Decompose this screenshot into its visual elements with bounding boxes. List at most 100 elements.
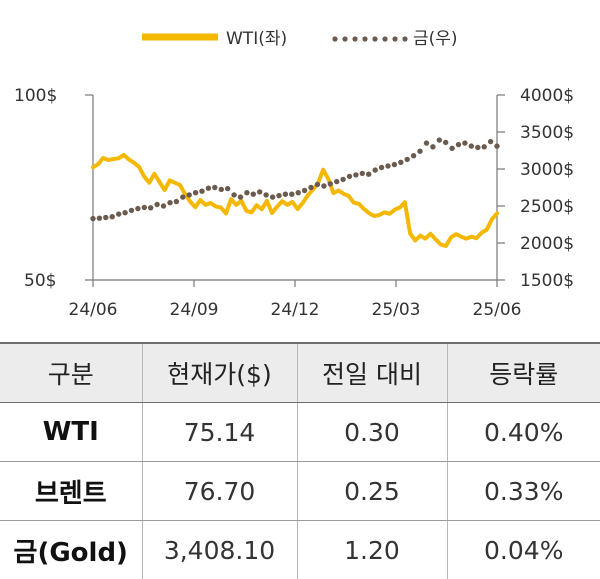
- x-tick-marks: [93, 280, 497, 287]
- x-tick-label: 24/12: [271, 300, 320, 320]
- series-point-gold: [469, 143, 474, 148]
- table-row: WTI 75.14 0.30 0.40%: [0, 403, 600, 462]
- right-tick-label: 1500$: [520, 271, 574, 291]
- row-label: 브렌트: [0, 462, 142, 521]
- series-point-gold: [443, 140, 448, 145]
- series-point-gold: [398, 160, 403, 165]
- legend-gold-dot: [402, 36, 407, 41]
- cell-price: 75.14: [142, 403, 297, 462]
- x-tick-label: 24/09: [170, 300, 219, 320]
- series-point-gold: [334, 179, 339, 184]
- left-tick-labels: 100$ 50$: [14, 86, 57, 291]
- series-point-gold: [225, 186, 230, 191]
- series-point-gold: [411, 153, 416, 158]
- price-table: 구분 현재가($) 전일 대비 등락률 WTI 75.14 0.30 0.40%…: [0, 342, 600, 579]
- series-point-gold: [417, 149, 422, 154]
- cell-rate: 0.33%: [447, 462, 600, 521]
- legend-gold-swatch: [332, 36, 407, 41]
- cell-change: 0.30: [297, 403, 447, 462]
- series-point-gold: [379, 165, 384, 170]
- legend: WTI(좌) 금(우): [142, 29, 458, 49]
- series-point-gold: [430, 144, 435, 149]
- cell-price: 3,408.10: [142, 521, 297, 579]
- series-point-gold: [167, 200, 172, 205]
- legend-wti-label: WTI(좌): [226, 29, 287, 49]
- series-point-gold: [206, 186, 211, 191]
- legend-gold-dot: [392, 36, 397, 41]
- left-tick-label: 100$: [14, 86, 57, 106]
- series-point-gold: [270, 194, 275, 199]
- series-point-gold: [212, 185, 217, 190]
- series-point-gold: [135, 206, 140, 211]
- series-point-gold: [424, 140, 429, 145]
- series-point-gold: [475, 145, 480, 150]
- series-point-gold: [283, 192, 288, 197]
- series-point-gold: [122, 210, 127, 215]
- x-tick-label: 24/06: [69, 300, 118, 320]
- legend-gold-dot: [382, 36, 387, 41]
- right-tick-label: 4000$: [520, 86, 574, 106]
- series-point-gold: [302, 188, 307, 193]
- series-point-gold: [174, 199, 179, 204]
- series-layer: [90, 137, 499, 246]
- right-tick-label: 2500$: [520, 197, 574, 217]
- series-point-gold: [437, 137, 442, 142]
- series-point-gold: [244, 190, 249, 195]
- series-point-gold: [315, 182, 320, 187]
- series-point-gold: [296, 190, 301, 195]
- series-point-gold: [116, 211, 121, 216]
- series-point-gold: [340, 177, 345, 182]
- x-tick-label: 25/06: [473, 300, 522, 320]
- series-point-gold: [257, 189, 262, 194]
- right-tick-labels: 4000$ 3500$ 3000$ 2500$ 2000$ 1500$: [520, 86, 574, 291]
- legend-gold-dot: [352, 36, 357, 41]
- right-tick-marks: [497, 95, 505, 280]
- series-point-gold: [289, 192, 294, 197]
- right-tick-label: 3000$: [520, 160, 574, 180]
- series-point-gold: [392, 162, 397, 167]
- series-point-gold: [180, 194, 185, 199]
- legend-gold-dot: [332, 36, 337, 41]
- series-point-gold: [263, 192, 268, 197]
- legend-gold-dot: [372, 36, 377, 41]
- series-point-gold: [148, 205, 153, 210]
- series-point-gold: [154, 202, 159, 207]
- series-point-gold: [494, 143, 499, 148]
- series-point-gold: [373, 167, 378, 172]
- right-tick-label: 3500$: [520, 123, 574, 143]
- legend-gold-dot: [342, 36, 347, 41]
- series-point-gold: [103, 215, 108, 220]
- axes: [85, 95, 497, 280]
- series-line-wti: [93, 155, 497, 246]
- series-point-gold: [97, 216, 102, 221]
- price-chart: WTI(좌) 금(우) 100$ 50$ 4000$ 3500$ 3000$ 2…: [0, 0, 600, 340]
- legend-gold-label: 금(우): [413, 29, 458, 49]
- header-category: 구분: [0, 343, 142, 403]
- cell-change: 0.25: [297, 462, 447, 521]
- header-change: 전일 대비: [297, 343, 447, 403]
- left-tick-label: 50$: [24, 271, 56, 291]
- series-point-gold: [90, 216, 95, 221]
- series-point-gold: [353, 172, 358, 177]
- series-point-gold: [251, 192, 256, 197]
- series-point-gold: [219, 187, 224, 192]
- header-rate: 등락률: [447, 343, 600, 403]
- series-point-gold: [193, 190, 198, 195]
- series-point-gold: [385, 163, 390, 168]
- series-point-gold: [308, 185, 313, 190]
- cell-rate: 0.04%: [447, 521, 600, 579]
- series-point-gold: [238, 194, 243, 199]
- series-point-gold: [347, 174, 352, 179]
- series-point-gold: [449, 146, 454, 151]
- table-row: 브렌트 76.70 0.25 0.33%: [0, 462, 600, 521]
- row-label: 금(Gold): [0, 521, 142, 579]
- table-header-row: 구분 현재가($) 전일 대비 등락률: [0, 343, 600, 403]
- series-point-gold: [462, 140, 467, 145]
- series-point-gold: [456, 142, 461, 147]
- series-point-gold: [110, 214, 115, 219]
- series-point-gold: [276, 193, 281, 198]
- right-tick-label: 2000$: [520, 234, 574, 254]
- legend-gold-dot: [362, 36, 367, 41]
- series-point-gold: [129, 208, 134, 213]
- series-point-gold: [482, 144, 487, 149]
